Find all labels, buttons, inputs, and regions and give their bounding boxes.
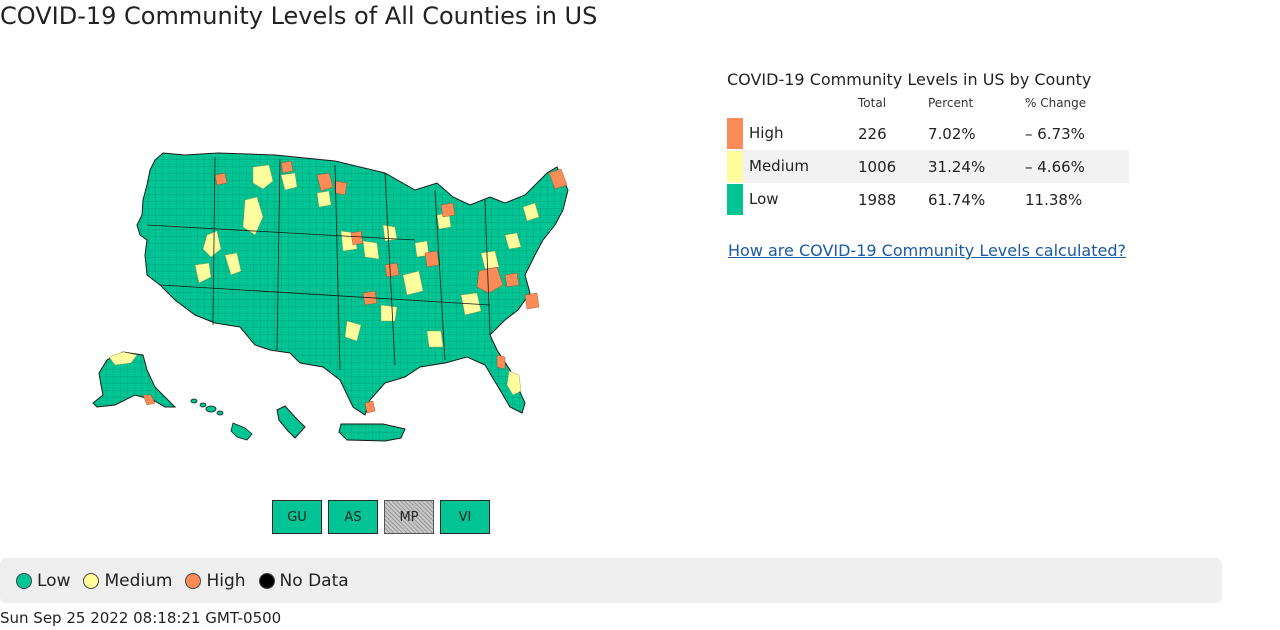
levels-calculation-link[interactable]: How are COVID-19 Community Levels calcul… [728,241,1126,260]
legend-item-medium[interactable]: Medium [83,571,172,591]
level-cell: Medium [727,150,858,183]
legend-item-low[interactable]: Low [16,571,70,591]
territory-button-mp[interactable]: MP [384,500,434,534]
us-map-svg[interactable] [85,145,590,450]
summary-row-high: High 226 7.02% – 6.73% [727,117,1129,150]
medium-dot-icon [83,572,100,589]
change-value: – 6.73% [1025,124,1085,143]
map-legend: Low Medium High No Data [0,558,1222,603]
high-swatch [727,118,743,149]
puerto-rico-shape[interactable] [338,423,406,442]
change-value: 11.38% [1025,190,1083,209]
medium-level-counties[interactable] [108,164,540,396]
medium-swatch [727,151,743,182]
level-label: Low [749,190,779,208]
page-title: COVID-19 Community Levels of All Countie… [0,2,598,30]
state-borders [146,156,491,371]
header-percent: Percent [928,96,974,110]
change-value: – 4.66% [1025,150,1129,183]
high-level-counties[interactable] [142,160,568,414]
legend-label: No Data [279,570,349,591]
us-county-map[interactable] [85,145,590,450]
total-value: 226 [858,124,887,143]
header-level [727,95,858,117]
legend-label: Low [37,570,71,591]
header-change: % Change [1025,96,1087,110]
contiguous-us-shape[interactable] [136,152,569,416]
high-dot-icon [185,572,202,589]
percent-value: 31.24% [928,150,1025,183]
level-cell: High [727,117,858,150]
pacific-island-shape[interactable] [276,405,306,439]
header-total: Total [858,96,887,110]
legend-label: Medium [104,570,173,591]
percent-value: 7.02% [928,124,976,143]
summary-row-low: Low 1988 61.74% 11.38% [727,183,1129,216]
no-data-dot-icon [258,572,275,589]
legend-item-no-data[interactable]: No Data [258,570,349,591]
county-level-summary: COVID-19 Community Levels in US by Count… [727,70,1131,216]
total-value: 1988 [858,190,897,209]
territory-button-as[interactable]: AS [328,500,378,534]
summary-row-medium: Medium 1006 31.24% – 4.66% [727,150,1129,183]
summary-header-row: Total Percent % Change [727,95,1129,117]
level-label: High [749,124,784,142]
summary-table: Total Percent % Change High 226 7.02% – … [727,95,1129,216]
hawaii-shape[interactable] [190,398,253,441]
low-swatch [727,184,743,215]
level-label: Medium [749,157,809,175]
territory-button-gu[interactable]: GU [272,500,322,534]
summary-title: COVID-19 Community Levels in US by Count… [727,70,1092,89]
low-dot-icon [16,572,32,589]
level-cell: Low [727,183,858,216]
legend-item-high[interactable]: High [185,570,246,591]
percent-value: 61.74% [928,190,986,209]
alaska-shape[interactable] [92,351,177,408]
territory-buttons: GU AS MP VI [272,500,490,534]
data-timestamp: Sun Sep 25 2022 08:18:21 GMT-0500 [0,609,282,627]
total-value: 1006 [858,150,928,183]
legend-label: High [206,570,246,591]
territory-button-vi[interactable]: VI [440,500,490,534]
